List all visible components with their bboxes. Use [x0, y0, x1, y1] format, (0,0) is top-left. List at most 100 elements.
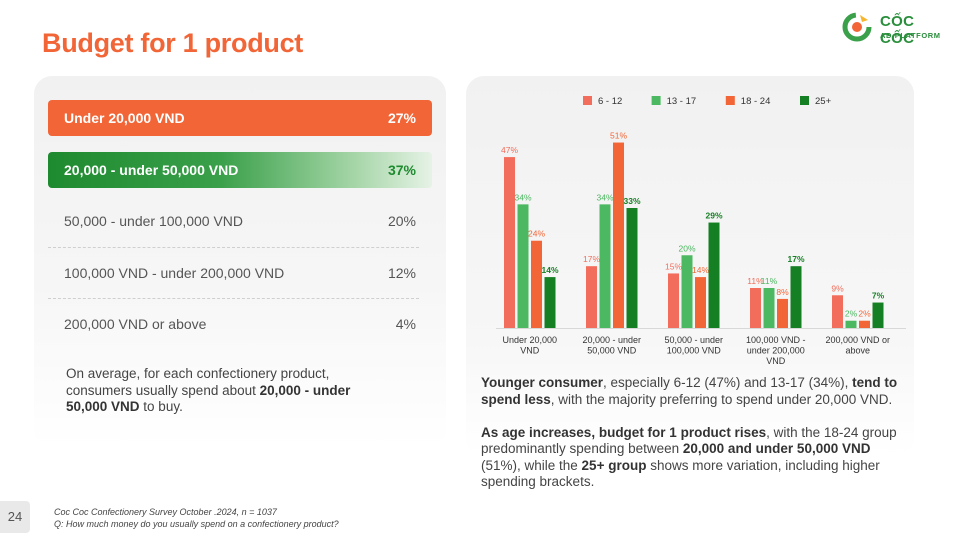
category-label-4: above	[845, 346, 870, 356]
category-label-2: 50,000 - under	[664, 335, 723, 345]
source-note: Coc Coc Confectionery Survey October .20…	[54, 506, 339, 530]
category-label-3: VND	[766, 356, 786, 366]
bar-3-2	[777, 298, 788, 328]
option-label: 200,000 VND or above	[64, 316, 207, 332]
bar-1-1	[599, 204, 611, 328]
insight-1-segment: tend to spend less	[481, 375, 898, 407]
insight-1-segment: , especially 6-12 (47%) and 13-17 (34%),	[603, 375, 853, 390]
data-label-1-3: 33%	[623, 196, 640, 206]
bar-4-1	[845, 320, 857, 328]
option-200000-above: 200,000 VND or above 4%	[48, 306, 432, 342]
bar-1-2	[613, 142, 624, 328]
option-value: 37%	[387, 162, 416, 178]
option-label: 20,000 - under 50,000 VND	[64, 162, 239, 178]
summary-text: On average, for each confectionery produ…	[66, 366, 386, 416]
data-label-2-2: 14%	[692, 265, 709, 275]
insight-1-segment: , with the majority preferring to spend …	[550, 391, 893, 407]
insight-2-segment: 20,000 and under 50,000 VND	[682, 441, 871, 456]
data-label-2-3: 29%	[705, 211, 722, 221]
legend-swatch-1	[651, 96, 661, 105]
insight-2-segment: 25+ group	[581, 457, 647, 473]
bar-4-3	[872, 302, 884, 328]
option-under-20000: Under 20,000 VND 27%	[48, 100, 432, 136]
insight-paragraph-1: Younger consumer, especially 6-12 (47%) …	[481, 375, 901, 408]
category-label-2: 100,000 VND	[667, 346, 722, 356]
legend-label-1: 13 - 17	[667, 96, 697, 107]
bar-0-3	[544, 277, 556, 328]
data-label-1-2: 51%	[610, 131, 627, 141]
category-label-0: Under 20,000	[502, 335, 557, 345]
insight-1-segment: Younger consumer	[481, 375, 604, 390]
bar-3-0	[750, 288, 761, 328]
data-label-2-1: 20%	[678, 243, 695, 253]
legend-label-0: 6 - 12	[598, 96, 622, 107]
bar-3-3	[790, 266, 802, 328]
category-label-1: 50,000 VND	[587, 346, 637, 356]
category-label-1: 20,000 - under	[582, 335, 641, 345]
category-label-3: 100,000 VND -	[746, 335, 806, 345]
option-value: 20%	[387, 213, 416, 229]
bar-1-3	[626, 208, 638, 328]
bar-2-2	[695, 277, 706, 328]
age-group-bar-chart: 6 - 12 13 - 17 18 - 24 25+ 47% 34% 24% 14% Under…	[496, 96, 906, 366]
summary-highlight: 20,000 - under 50,000 VND	[66, 382, 351, 415]
data-label-1-1: 34%	[596, 192, 613, 202]
insight-2-segment: (51%), while the	[481, 457, 582, 473]
source-line-1: Coc Coc Confectionery Survey October .20…	[54, 507, 277, 517]
data-label-0-0: 47%	[501, 145, 518, 155]
bar-2-3	[708, 222, 720, 328]
data-label-4-2: 2%	[858, 309, 871, 319]
insight-2-segment: shows more variation, including higher s…	[481, 457, 880, 490]
category-label-3: under 200,000	[747, 346, 805, 356]
insight-2-segment: As age increases, budget for 1 product r…	[481, 424, 767, 440]
option-label: 100,000 VND - under 200,000 VND	[64, 265, 285, 281]
category-label-0: VND	[520, 346, 540, 356]
data-label-3-2: 8%	[776, 287, 789, 297]
summary-prefix: On average, for each confectionery produ…	[66, 366, 330, 398]
legend-label-3: 25+	[815, 96, 832, 107]
budget-distribution-panel	[34, 76, 446, 448]
option-100000-200000: 100,000 VND - under 200,000 VND 12%	[48, 255, 432, 291]
data-label-0-3: 14%	[541, 265, 558, 275]
data-label-1-0: 17%	[583, 254, 600, 264]
page-number-box	[0, 501, 30, 533]
bar-4-2	[859, 320, 870, 328]
bar-0-2	[531, 240, 542, 328]
summary-suffix: to buy.	[139, 399, 183, 414]
bar-0-0	[504, 157, 515, 328]
option-value: 12%	[387, 265, 416, 281]
coccoc-logo: CỐC CỐC AD PLATFORM	[842, 10, 942, 47]
data-label-0-1: 34%	[514, 192, 531, 202]
bar-1-0	[586, 266, 597, 328]
option-value: 4%	[395, 316, 416, 332]
bar-2-1	[681, 255, 693, 328]
divider	[48, 298, 419, 299]
bar-2-0	[668, 273, 679, 328]
page-title: Budget for 1 product	[42, 28, 303, 58]
option-value: 27%	[387, 110, 416, 126]
data-label-4-3: 7%	[872, 291, 885, 301]
legend-label-2: 18 - 24	[741, 96, 771, 107]
category-label-4: 200,000 VND or	[825, 335, 890, 345]
bar-0-1	[517, 204, 529, 328]
data-label-4-1: 2%	[845, 309, 858, 319]
legend-swatch-3	[800, 96, 809, 105]
insights-text: Younger consumer, especially 6-12 (47%) …	[481, 375, 901, 507]
bar-3-1	[763, 288, 775, 328]
logo-subtitle: AD PLATFORM	[880, 31, 941, 40]
option-label: Under 20,000 VND	[64, 110, 185, 126]
data-label-3-3: 17%	[787, 254, 804, 264]
data-label-3-0: 11%	[747, 276, 764, 286]
page-number: 24	[7, 509, 23, 524]
data-label-4-0: 9%	[831, 283, 844, 293]
option-50000-100000: 50,000 - under 100,000 VND 20%	[48, 203, 432, 239]
legend-swatch-0	[583, 96, 592, 105]
data-label-2-0: 15%	[665, 261, 682, 271]
data-label-0-2: 24%	[528, 229, 545, 239]
source-line-2: Q: How much money do you usually spend o…	[54, 519, 339, 529]
insight-2-segment: , with the 18-24 group predominantly spe…	[481, 424, 897, 457]
divider	[48, 247, 419, 248]
option-20000-50000: 20,000 - under 50,000 VND 37%	[48, 152, 432, 188]
bar-4-0	[832, 295, 843, 328]
logo-mark-icon	[842, 12, 872, 42]
